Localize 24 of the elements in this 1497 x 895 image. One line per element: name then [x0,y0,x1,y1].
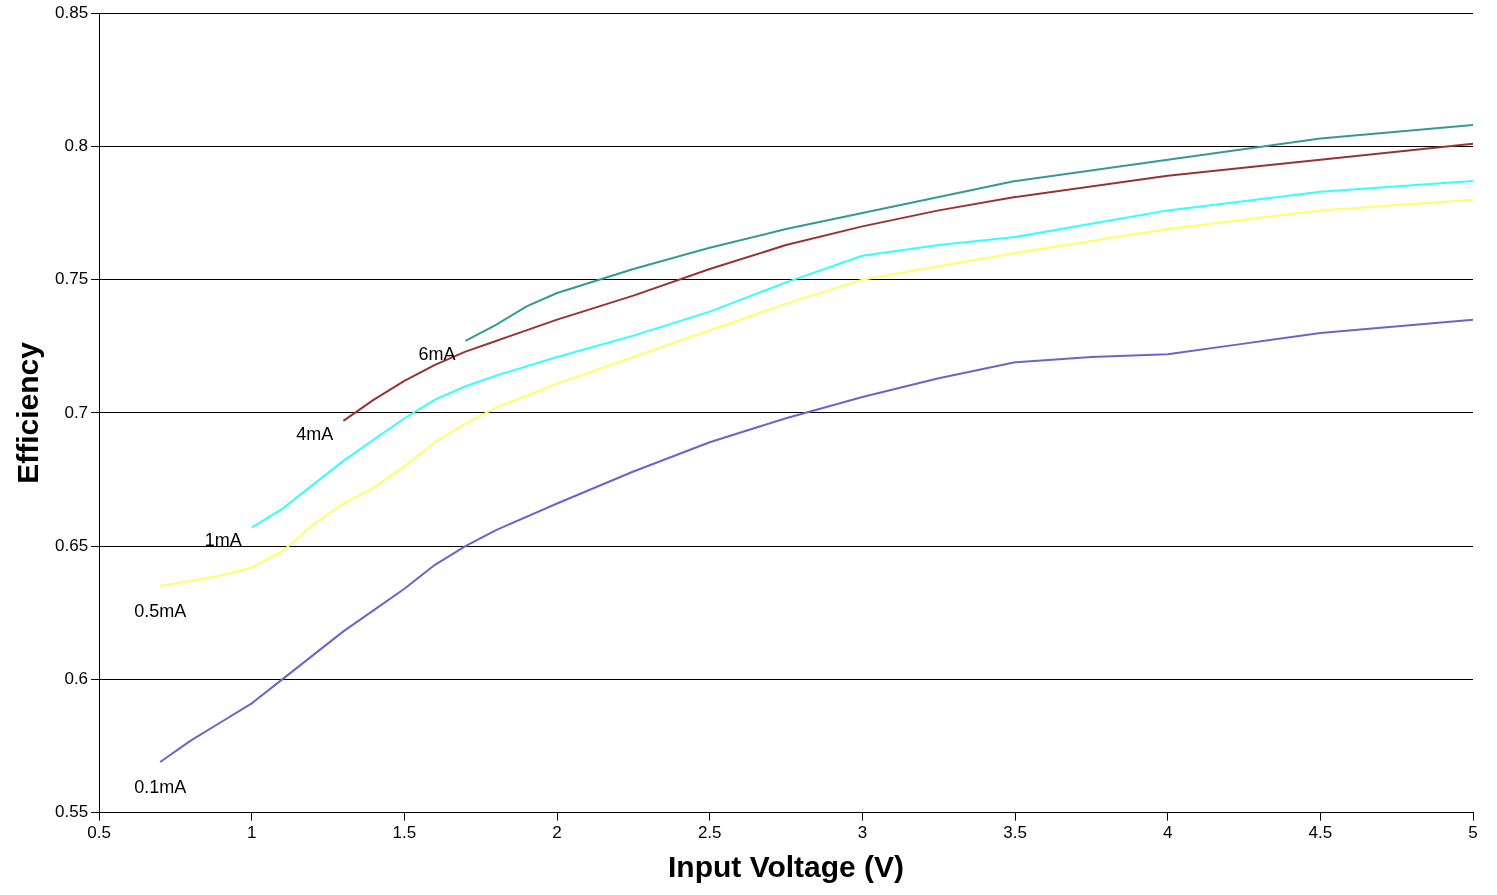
y-tick-label: 0.65 [54,535,89,555]
y-tick-label: 0.6 [64,669,89,689]
x-axis-title: Input Voltage (V) [668,850,905,884]
x-tick-label: 3 [857,823,868,843]
series-label: 1mA [204,530,242,551]
x-tick-label: 4.5 [1308,823,1333,843]
x-tick-label: 1 [247,823,257,843]
y-axis-title: Efficiency [11,341,45,484]
x-tick-label: 5 [1468,823,1478,843]
series-label: 6mA [418,343,456,364]
y-tick-label: 0.7 [64,402,89,422]
y-tick-label: 0.8 [64,136,89,156]
x-tick-label: 2.5 [697,823,722,843]
series-label: 4mA [296,423,334,444]
y-tick-label: 0.55 [54,802,89,822]
x-tick-label: 3.5 [1003,823,1027,843]
x-tick-label: 0.5 [87,823,111,843]
series-label: 0.1mA [134,776,187,797]
x-tick-label: 4 [1162,823,1173,843]
series-label: 0.5mA [134,601,187,622]
y-tick-label: 0.75 [54,269,89,289]
x-tick-label: 1.5 [392,823,417,843]
y-tick-label: 0.85 [54,2,89,22]
x-tick-label: 2 [552,823,562,843]
